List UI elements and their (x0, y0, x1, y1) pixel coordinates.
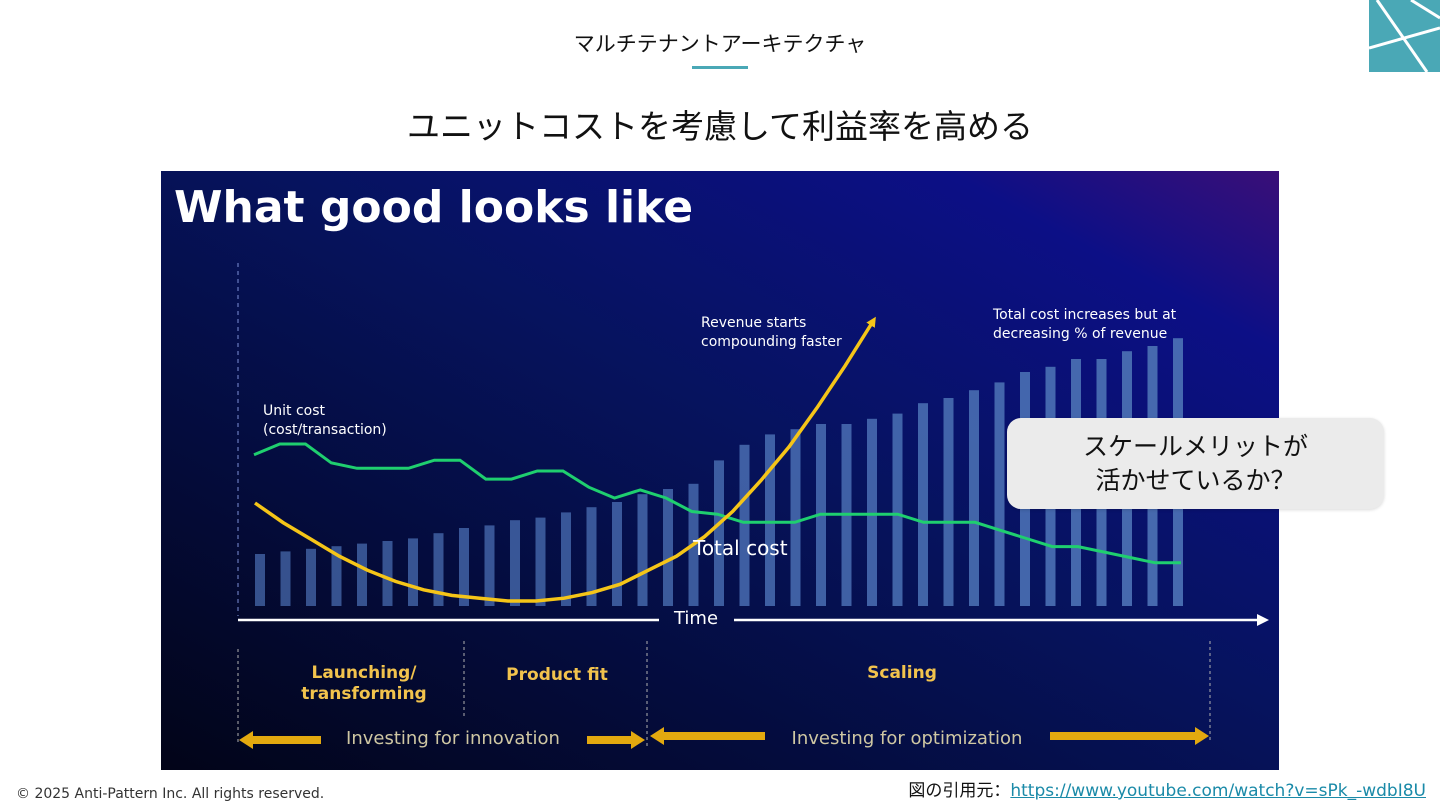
total-cost-bar (765, 434, 775, 606)
total-cost-bar (561, 512, 571, 606)
investing-optimization-label: Investing for optimization (792, 728, 1023, 749)
total-cost-bar (739, 444, 750, 606)
phase-launching-label: Launching/transforming (301, 663, 426, 704)
total-cost-annotation: Total cost increases but at decreasing % … (992, 307, 1177, 342)
total-cost-bar (714, 460, 724, 606)
x-axis-label: Time (673, 608, 718, 629)
unit-cost-line (253, 442, 1181, 565)
total-cost-bar (357, 543, 367, 606)
unit-cost-label: Unit cost (cost/transaction) (263, 403, 387, 438)
total-cost-bar (382, 541, 393, 606)
copyright: © 2025 Anti-Pattern Inc. All rights rese… (16, 786, 325, 802)
total-cost-bar (790, 429, 801, 606)
investing-innovation-label: Investing for innovation (346, 728, 560, 749)
total-cost-bar (331, 546, 342, 606)
total-cost-bar (484, 525, 495, 606)
source-citation: 図の引用元：https://www.youtube.com/watch?v=sP… (908, 776, 1426, 801)
total-cost-bar (867, 418, 877, 606)
slide-title: ユニットコストを考慮して利益率を高める (406, 107, 1033, 146)
phase-scaling-label: Scaling (867, 663, 937, 683)
revenue-annotation: Revenue starts compounding faster (701, 315, 842, 350)
total-cost-bar (969, 390, 979, 606)
section-title: マルチテナントアーキテクチャ (573, 32, 867, 56)
total-cost-bar (408, 538, 418, 606)
total-cost-bar (612, 502, 622, 606)
total-cost-bar (892, 413, 903, 606)
optimization-arrow (650, 727, 1209, 745)
total-cost-bar (535, 517, 546, 606)
source-link[interactable]: https://www.youtube.com/watch?v=sPk_-wdb… (1010, 781, 1426, 801)
total-cost-bar (459, 528, 469, 606)
company-logo-icon (1369, 0, 1440, 72)
callout-line-2: 活かせているか？ (1095, 465, 1296, 495)
section-title-underline (692, 66, 748, 69)
total-cost-bar (663, 489, 673, 606)
total-cost-bar (280, 551, 291, 606)
total-cost-label: Total cost (692, 536, 788, 560)
revenue-line (253, 316, 876, 603)
total-cost-bar (637, 494, 648, 606)
callout-box: スケールメリットが 活かせているか？ (1007, 418, 1384, 509)
total-cost-bar (994, 382, 1005, 606)
total-cost-bar (943, 398, 954, 606)
callout-line-1: スケールメリットが (1082, 431, 1308, 461)
total-cost-bar (510, 520, 520, 606)
total-cost-bar (255, 554, 265, 606)
total-cost-bar (433, 533, 444, 606)
total-cost-bar (306, 548, 316, 606)
time-axis-arrowhead (1257, 614, 1269, 626)
total-cost-bar (918, 403, 928, 606)
source-label: 図の引用元： (908, 781, 1011, 801)
innovation-arrow (239, 731, 645, 749)
phase-product-fit-label: Product fit (506, 665, 608, 685)
total-cost-bar (586, 507, 597, 606)
chart-title: What good looks like (174, 182, 693, 233)
